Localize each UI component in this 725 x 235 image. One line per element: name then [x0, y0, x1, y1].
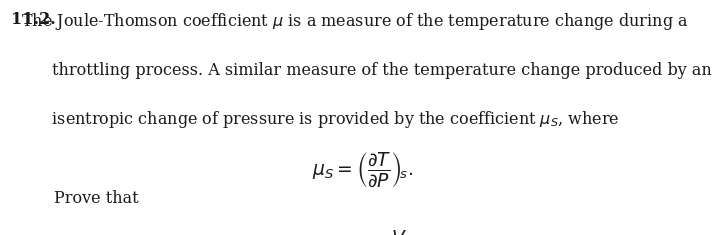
Text: Prove that: Prove that: [54, 190, 139, 207]
Text: isentropic change of pressure is provided by the coefficient $\mu_S$, where: isentropic change of pressure is provide…: [11, 109, 619, 130]
Text: throttling process. A similar measure of the temperature change produced by an: throttling process. A similar measure of…: [11, 62, 712, 79]
Text: $\mu_S = \left(\dfrac{\partial T}{\partial P}\right)_{\!s}.$: $\mu_S = \left(\dfrac{\partial T}{\parti…: [312, 150, 413, 189]
Text: The Joule-Thomson coefficient $\mu$ is a measure of the temperature change durin: The Joule-Thomson coefficient $\mu$ is a…: [11, 11, 688, 31]
Text: 11.2.: 11.2.: [11, 11, 56, 27]
Text: $\mu_S - \mu = \dfrac{V}{C_P}.$: $\mu_S - \mu = \dfrac{V}{C_P}.$: [308, 229, 417, 235]
